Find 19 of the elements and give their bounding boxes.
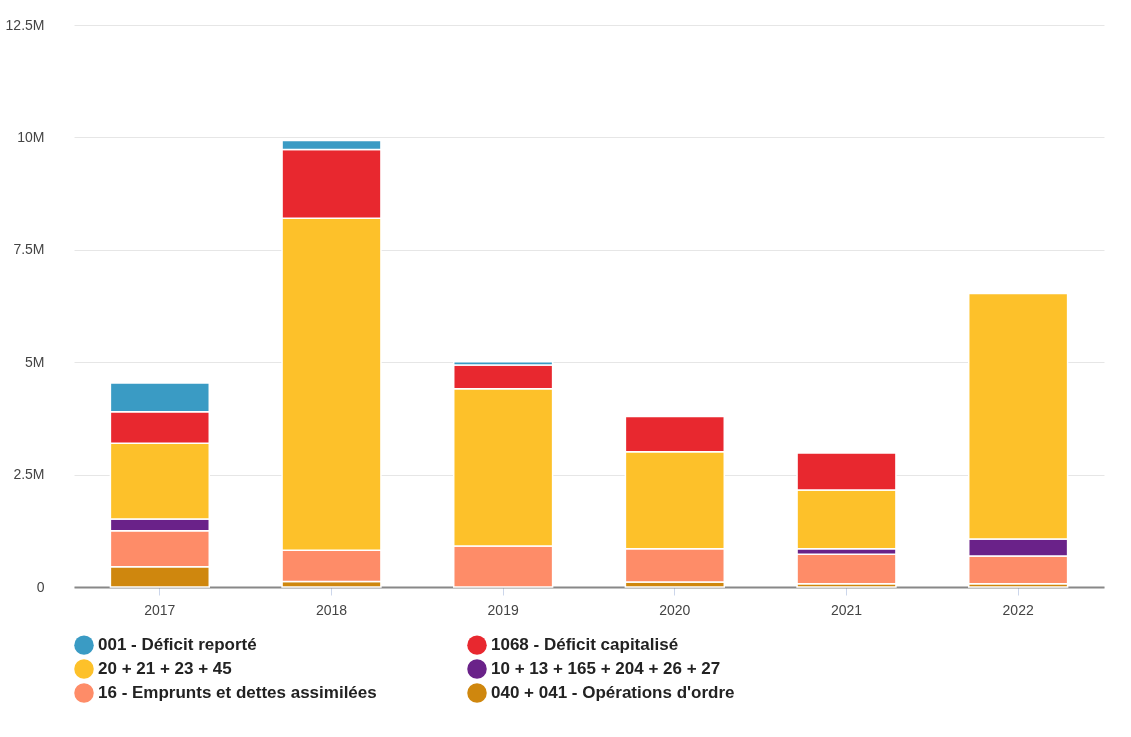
y-tick-label: 2.5M [13, 466, 45, 483]
x-tick-label: 2018 [315, 601, 348, 618]
y-tick-label: 12.5M [5, 16, 45, 33]
bar [796, 553, 897, 585]
x-tick-label: 2020 [659, 601, 691, 618]
legend-label: 20 + 21 + 23 + 45 [98, 659, 232, 678]
x-tick-label: 2019 [487, 601, 519, 618]
x-tick-label: 2021 [830, 601, 863, 618]
x-tick-label: 2022 [1002, 601, 1034, 618]
x-tick-label: 2017 [144, 601, 176, 618]
y-tick-label: 7.5M [13, 241, 45, 258]
legend-label: 001 - Déficit reporté [98, 635, 257, 655]
y-tick-label: 10M [17, 128, 45, 145]
legend-label: 1068 - Déficit capitalisé [491, 635, 679, 655]
legend-label: 16 - Emprunts et dettes assimilées [98, 683, 377, 702]
legend-label: 10 + 13 + 165 + 204 + 26 + 27 [491, 659, 721, 678]
y-tick-label: 5M [25, 353, 45, 370]
y-tick-label: 0 [36, 578, 45, 595]
legend-label: 040 + 041 - Opérations d'ordre [491, 683, 735, 702]
